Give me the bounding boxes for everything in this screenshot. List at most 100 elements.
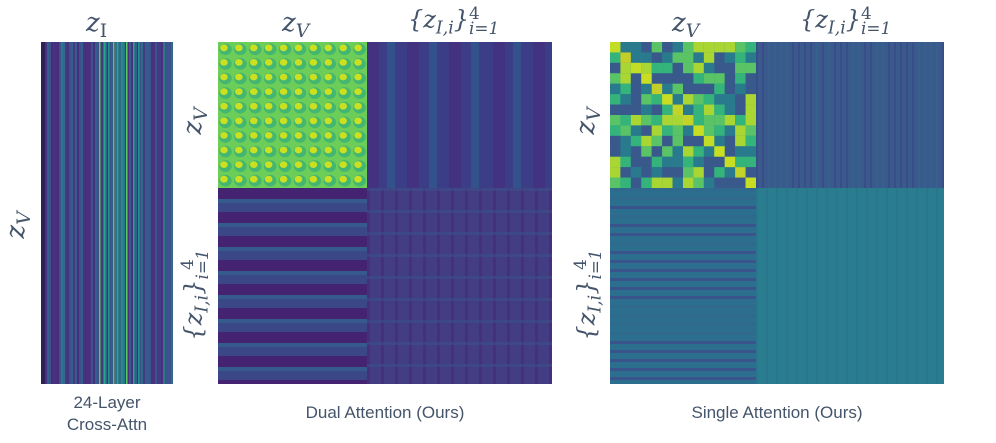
single-q1-cell [662,115,673,126]
cross-stripe [119,42,121,384]
single-q4-stripe [916,188,918,384]
dual-q4-stripe [507,188,510,384]
cross-stripe [145,42,147,384]
cross-stripe [141,42,143,384]
single-q1-cell [724,104,736,115]
single-q1-cell [745,94,756,105]
single-q3-band [610,314,756,317]
single-q1-cell [630,135,642,147]
dual-q3-band [218,343,367,347]
heatmap-blob [354,175,362,183]
single-col1-base: z [672,8,686,38]
single-q1-cell [714,94,725,105]
single-q1-cell [693,135,704,147]
single-q1-cell [724,135,736,147]
single-q1-cell [703,104,715,115]
dual-col2-base: {z [408,5,436,34]
dual-attn-heatmap [218,42,552,384]
single-q1-cell [630,104,642,115]
single-q2-stripe [888,42,890,188]
heatmap-blob [235,102,243,110]
single-q1-diag [630,62,642,74]
single-q1-cell [672,83,683,95]
single-q1-cell [745,135,756,147]
dual-q4-band [367,342,552,345]
heatmap-blob [279,161,288,168]
single-row2-close: } [572,279,601,295]
dual-q4-stripe [465,188,468,384]
single-q1-cell [630,125,642,136]
single-q1-cell [735,52,746,63]
single-q1-cell [630,42,642,53]
single-q1-cell [703,52,715,63]
heatmap-blob [220,44,228,52]
single-q1-cell [745,156,756,168]
single-q1-cell [651,125,663,136]
single-q1-cell [610,52,621,63]
single-q2-stripe [870,42,872,188]
cross-attn-side-label: zV [1,207,35,243]
heatmap-blob [279,117,288,125]
single-q3-band [610,350,756,353]
dual-attn-caption: Dual Attention (Ours) [305,403,465,422]
heatmap-blob [339,132,347,139]
dual-q4-stripe [437,188,440,384]
single-q1-cell [641,167,652,178]
heatmap-blob [249,146,258,154]
single-q1-cell [693,83,704,95]
cross-stripe [67,42,69,384]
single-q1-cell [620,125,631,136]
heatmap-blob [249,175,258,183]
single-q1-cell [683,104,694,115]
heatmap-blob [249,88,258,95]
cross-stripe [147,42,149,384]
single-q2-stripe [942,42,944,188]
single-q1-cell [735,104,746,115]
cross-stripe [65,42,67,384]
single-q2-stripe [822,42,824,188]
single-q2-stripe [828,42,830,188]
single-q1-cell [745,146,756,157]
single-q1-cell [693,156,704,168]
dual-q3-band [218,308,367,319]
single-q1-cell [610,167,621,178]
single-q1-cell [735,73,746,84]
heatmap-blob [279,44,288,52]
single-q3-band [610,377,756,380]
single-q1-cell [693,104,704,115]
heatmap-blob [294,102,303,110]
single-q1-cell [662,73,673,84]
cross-stripe [111,42,113,384]
single-q1-cell [610,62,621,74]
cross-stripe-bright [108,42,110,384]
cross-stripe [63,42,65,384]
single-q2-stripe [762,42,764,188]
single-q2-stripe [924,42,926,188]
heatmap-blob [339,44,347,52]
single-q1-cell [745,104,756,115]
single-q1-cell [683,125,694,136]
single-q1-cell [735,83,746,95]
single-q1-diag [745,177,756,188]
single-q1-cell [683,167,694,178]
single-q2-stripe [876,42,878,188]
single-q1-cell [693,167,704,178]
dual-row2-sub: I,i [192,294,213,313]
heatmap-blob [309,161,318,168]
heatmap-blob [354,59,362,66]
single-col2-label: {zI,i} 4 i=1 [800,5,891,38]
single-q1-diag [641,73,652,84]
dual-q2-stripe [533,42,545,188]
single-q1-cell [714,52,725,63]
cross-stripe [109,42,111,384]
single-q1-cell [610,135,621,147]
single-q1-cell [714,62,725,74]
heatmap-blob [294,88,303,95]
dual-q2-stripe [387,42,395,188]
cross-stripe [115,42,117,384]
single-q1-diag [610,42,621,53]
single-q2-stripe [768,42,770,188]
heatmap-blob [354,73,362,81]
single-q2-stripe [834,42,836,188]
cross-stripe [171,42,173,384]
